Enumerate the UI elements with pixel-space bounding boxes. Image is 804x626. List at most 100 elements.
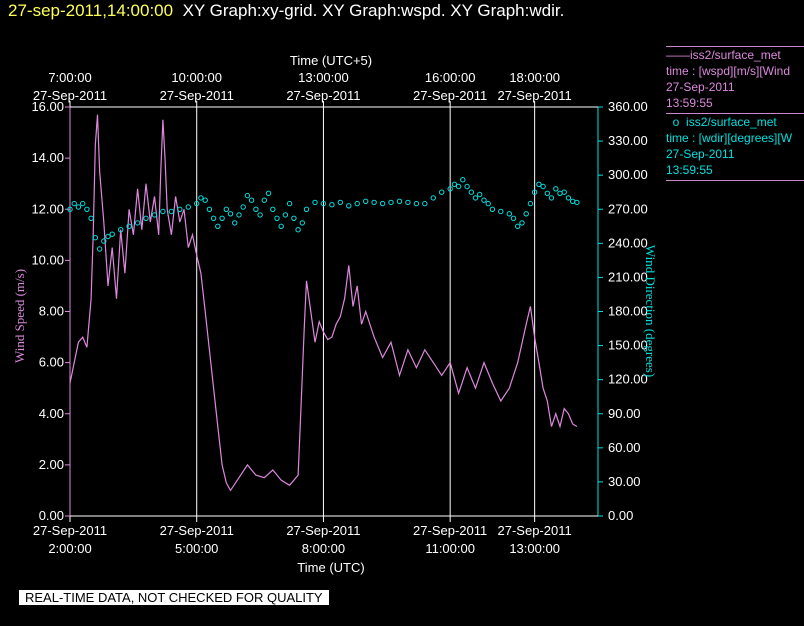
- x-top-tick-date: 27-Sep-2011: [160, 88, 234, 103]
- legend-entry-wspd: ——iss2/surface_met time : [wspd][m/s][Wi…: [666, 47, 804, 113]
- y-right-tick-label: 180.00: [608, 304, 648, 319]
- wind-direction-point: [109, 231, 115, 237]
- y-right-tick-label: 30.00: [608, 474, 641, 489]
- y-right-tick-label: 0.00: [608, 508, 633, 523]
- wind-direction-point: [460, 177, 466, 183]
- wind-direction-point: [540, 183, 546, 190]
- wind-direction-point: [536, 181, 542, 188]
- wind-direction-point: [118, 227, 124, 233]
- wind-direction-point: [363, 198, 369, 205]
- y-left-tick-label: 10.00: [31, 252, 64, 267]
- y-right-tick-label: 210.00: [608, 269, 648, 284]
- y-right-tick-label: 330.00: [608, 133, 648, 148]
- y-right-tick-label: 360.00: [608, 99, 648, 114]
- x-bottom-tick-time: 11:00:00: [425, 541, 475, 556]
- x-bottom-tick-date: 27-Sep-2011: [286, 523, 360, 538]
- wind-direction-point: [544, 190, 550, 197]
- wind-direction-point: [257, 212, 263, 218]
- y-left-label: Wind Speed (m/s): [12, 269, 27, 363]
- wind-direction-point: [447, 186, 453, 192]
- wind-direction-point: [472, 195, 479, 201]
- y-right-tick-label: 300.00: [608, 167, 648, 182]
- wind-direction-point: [354, 200, 360, 207]
- y-left-tick-label: 8.00: [39, 304, 64, 319]
- wind-direction-point: [329, 202, 335, 208]
- y-right-tick-label: 60.00: [608, 440, 641, 455]
- wind-direction-point: [464, 183, 470, 190]
- wind-direction-point: [430, 195, 436, 201]
- wind-direction-point: [223, 206, 230, 213]
- wind-direction-point: [422, 200, 428, 207]
- wind-direction-point: [527, 200, 534, 207]
- wind-speed-line: [69, 114, 578, 492]
- timestamp: 27-sep-2011,14:00:00: [8, 1, 174, 20]
- x-bottom-tick-date: 27-Sep-2011: [413, 523, 487, 538]
- legend: ——iss2/surface_met time : [wspd][m/s][Wi…: [666, 46, 804, 181]
- y-right-tick-label: 120.00: [608, 372, 648, 387]
- x-bottom-label: Time (UTC): [297, 560, 364, 575]
- wind-direction-point: [379, 200, 386, 207]
- x-bottom-tick-time: 13:00:00: [509, 541, 560, 556]
- wind-direction-point: [565, 195, 572, 201]
- wind-direction-point: [485, 200, 491, 207]
- wind-direction-point: [227, 211, 234, 217]
- legend-time: 13:59:55: [666, 96, 713, 110]
- wind-direction-point: [561, 189, 567, 195]
- wind-direction-point: [286, 200, 293, 207]
- wind-direction-point: [101, 238, 107, 244]
- wind-direction-point: [519, 220, 525, 226]
- x-bottom-tick-time: 2:00:00: [48, 541, 91, 556]
- wind-direction-point: [71, 200, 77, 207]
- wind-direction-point: [312, 199, 318, 206]
- y-left-tick-label: 6.00: [39, 355, 64, 370]
- x-top-tick-time: 10:00:00: [171, 70, 222, 85]
- x-top-tick-date: 27-Sep-2011: [413, 88, 487, 103]
- wind-direction-point: [168, 208, 175, 215]
- x-top-tick-time: 13:00:00: [298, 70, 349, 85]
- wind-direction-point: [477, 191, 483, 198]
- wind-direction-point: [177, 206, 183, 213]
- legend-time: 13:59:55: [666, 163, 713, 177]
- wind-direction-point: [206, 206, 213, 213]
- wind-direction-point: [278, 223, 284, 230]
- wind-direction-point: [75, 204, 82, 210]
- wind-direction-point: [291, 215, 297, 222]
- legend-date: 27-Sep-2011: [666, 80, 735, 94]
- wind-direction-point: [498, 208, 504, 215]
- legend-separator: [666, 46, 804, 47]
- wind-direction-point: [232, 220, 238, 226]
- wind-direction-point: [531, 189, 538, 195]
- y-right-tick-label: 90.00: [608, 406, 641, 421]
- wind-direction-point: [240, 204, 246, 210]
- wind-direction-point: [468, 189, 474, 195]
- wind-direction-point: [553, 186, 559, 192]
- wind-direction-point: [210, 215, 217, 222]
- wind-direction-point: [396, 198, 403, 205]
- x-top-tick-time: 7:00:00: [48, 70, 91, 85]
- wind-direction-point: [160, 208, 166, 215]
- y-left-tick-label: 4.00: [39, 406, 64, 421]
- x-bottom-tick-time: 5:00:00: [175, 541, 218, 556]
- legend-variable: time : [wspd][m/s][Wind: [666, 64, 791, 78]
- legend-separator: [666, 180, 804, 181]
- wind-direction-point: [506, 211, 512, 217]
- wind-direction-point: [489, 206, 496, 213]
- x-bottom-tick-date: 27-Sep-2011: [33, 523, 107, 538]
- wind-direction-point: [510, 215, 517, 222]
- plot-area: [70, 107, 598, 516]
- wind-direction-point: [282, 212, 289, 218]
- legend-line-marker: ——: [666, 48, 690, 62]
- wind-direction-point: [96, 246, 103, 252]
- y-right-tick-label: 270.00: [608, 201, 648, 216]
- wind-direction-point: [523, 211, 529, 217]
- wind-direction-point: [371, 199, 377, 206]
- wind-direction-point: [548, 195, 555, 201]
- legend-series-name: iss2/surface_met: [690, 48, 781, 62]
- wind-direction-point: [151, 212, 158, 218]
- wind-direction-point: [105, 233, 111, 240]
- wind-direction-point: [515, 223, 521, 230]
- wind-direction-point: [202, 197, 208, 203]
- wind-direction-point: [194, 200, 200, 207]
- wind-direction-point: [244, 192, 251, 199]
